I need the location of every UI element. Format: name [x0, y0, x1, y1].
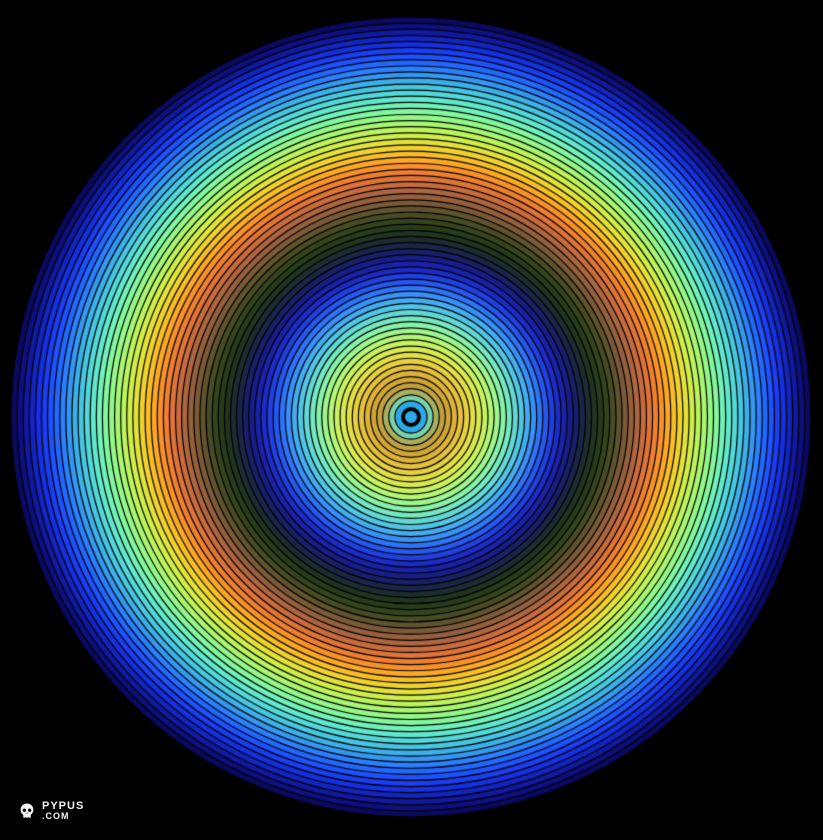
stage: PYPUS .COM	[0, 0, 823, 840]
concentric-rings-canvas	[0, 0, 823, 840]
